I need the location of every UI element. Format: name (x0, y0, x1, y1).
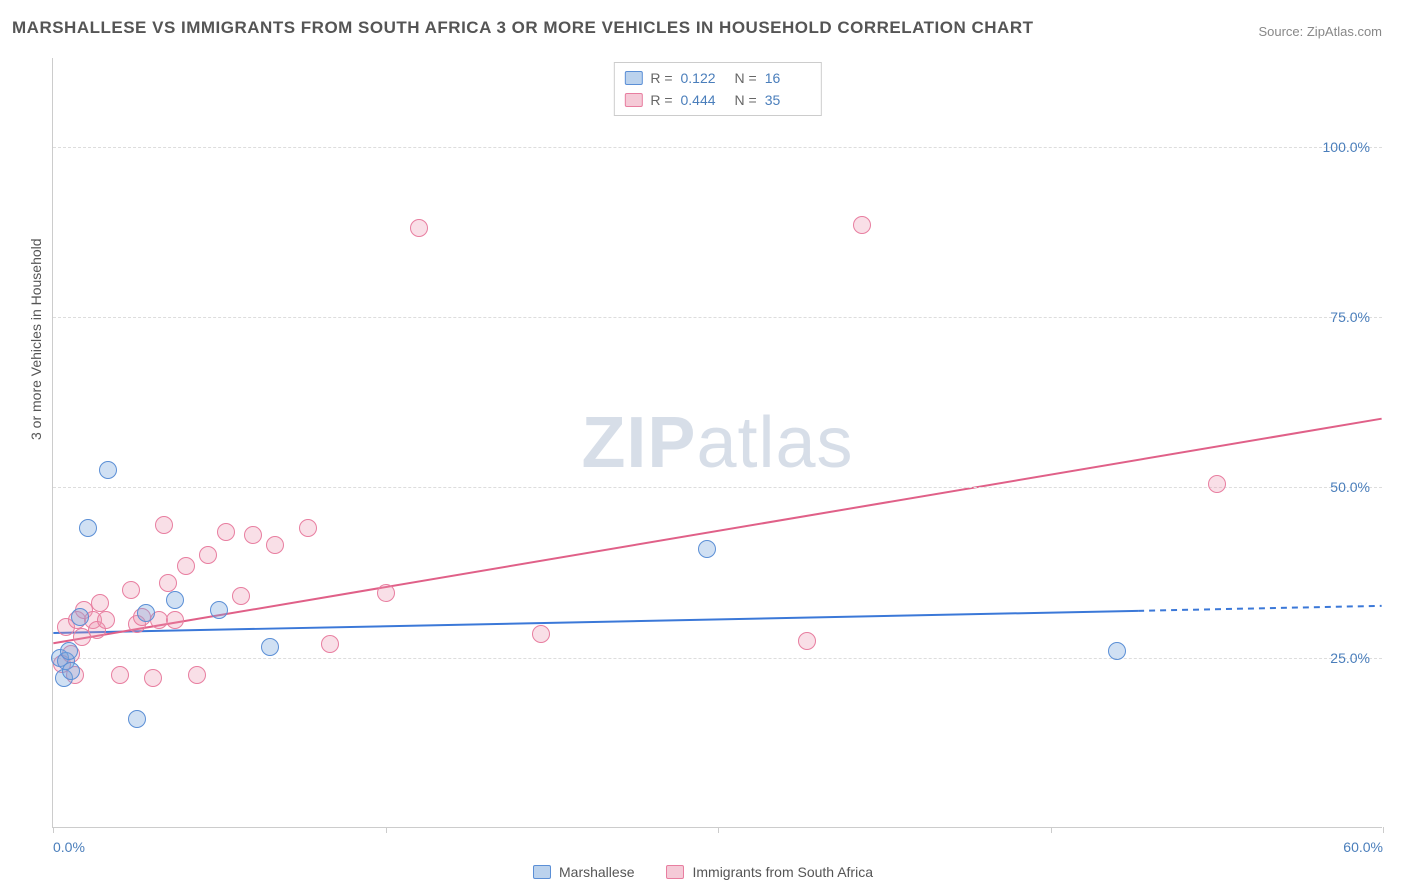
scatter-point-pink (798, 632, 816, 650)
r-value: 0.444 (681, 89, 727, 111)
stat-legend-row: R = 0.444 N = 35 (624, 89, 810, 111)
n-label: N = (735, 67, 757, 89)
scatter-point-pink (177, 557, 195, 575)
y-tick-label: 25.0% (1330, 650, 1370, 666)
gridline (53, 147, 1382, 148)
scatter-point-pink (111, 666, 129, 684)
legend-swatch-pink (666, 865, 684, 879)
scatter-point-pink (299, 519, 317, 537)
r-label: R = (650, 89, 672, 111)
scatter-point-pink (159, 574, 177, 592)
x-tick-label: 0.0% (53, 839, 85, 855)
scatter-point-pink (1208, 475, 1226, 493)
series-legend: Marshallese Immigrants from South Africa (533, 864, 873, 880)
series-legend-item: Immigrants from South Africa (666, 864, 873, 880)
stat-legend-row: R = 0.122 N = 16 (624, 67, 810, 89)
y-tick-label: 100.0% (1323, 139, 1370, 155)
series-legend-label: Marshallese (559, 864, 634, 880)
gridline (53, 487, 1382, 488)
scatter-point-blue (99, 461, 117, 479)
scatter-point-pink (144, 669, 162, 687)
trend-lines-svg (53, 58, 1382, 827)
gridline (53, 317, 1382, 318)
x-tick-mark (1383, 827, 1384, 833)
y-tick-label: 50.0% (1330, 479, 1370, 495)
scatter-point-pink (97, 611, 115, 629)
x-tick-mark (386, 827, 387, 833)
x-tick-mark (718, 827, 719, 833)
n-label: N = (735, 89, 757, 111)
stat-legend: R = 0.122 N = 16 R = 0.444 N = 35 (613, 62, 821, 116)
n-value: 35 (765, 89, 811, 111)
x-tick-mark (53, 827, 54, 833)
scatter-point-pink (532, 625, 550, 643)
series-legend-item: Marshallese (533, 864, 634, 880)
scatter-point-pink (266, 536, 284, 554)
series-legend-label: Immigrants from South Africa (692, 864, 873, 880)
legend-swatch-blue (624, 71, 642, 85)
scatter-point-pink (853, 216, 871, 234)
r-value: 0.122 (681, 67, 727, 89)
scatter-point-blue (137, 604, 155, 622)
x-tick-mark (1051, 827, 1052, 833)
scatter-point-pink (410, 219, 428, 237)
legend-swatch-blue (533, 865, 551, 879)
legend-swatch-pink (624, 93, 642, 107)
scatter-point-blue (62, 662, 80, 680)
r-label: R = (650, 67, 672, 89)
scatter-point-blue (166, 591, 184, 609)
scatter-point-pink (377, 584, 395, 602)
scatter-point-blue (79, 519, 97, 537)
scatter-point-blue (60, 642, 78, 660)
scatter-point-pink (217, 523, 235, 541)
scatter-point-pink (166, 611, 184, 629)
scatter-point-blue (210, 601, 228, 619)
plot-area: ZIPatlas R = 0.122 N = 16 R = 0.444 N = … (52, 58, 1382, 828)
scatter-point-blue (128, 710, 146, 728)
chart-title: MARSHALLESE VS IMMIGRANTS FROM SOUTH AFR… (12, 18, 1034, 38)
y-axis-label: 3 or more Vehicles in Household (28, 238, 44, 440)
scatter-point-pink (188, 666, 206, 684)
scatter-point-blue (261, 638, 279, 656)
trend-line (1138, 606, 1382, 611)
scatter-point-pink (122, 581, 140, 599)
scatter-point-pink (199, 546, 217, 564)
scatter-point-blue (698, 540, 716, 558)
y-tick-label: 75.0% (1330, 309, 1370, 325)
gridline (53, 658, 1382, 659)
scatter-point-blue (71, 608, 89, 626)
scatter-point-blue (1108, 642, 1126, 660)
source-label: Source: ZipAtlas.com (1258, 24, 1382, 39)
scatter-point-pink (91, 594, 109, 612)
scatter-point-pink (155, 516, 173, 534)
scatter-point-pink (321, 635, 339, 653)
scatter-point-pink (232, 587, 250, 605)
n-value: 16 (765, 67, 811, 89)
x-tick-label: 60.0% (1343, 839, 1383, 855)
scatter-point-pink (244, 526, 262, 544)
